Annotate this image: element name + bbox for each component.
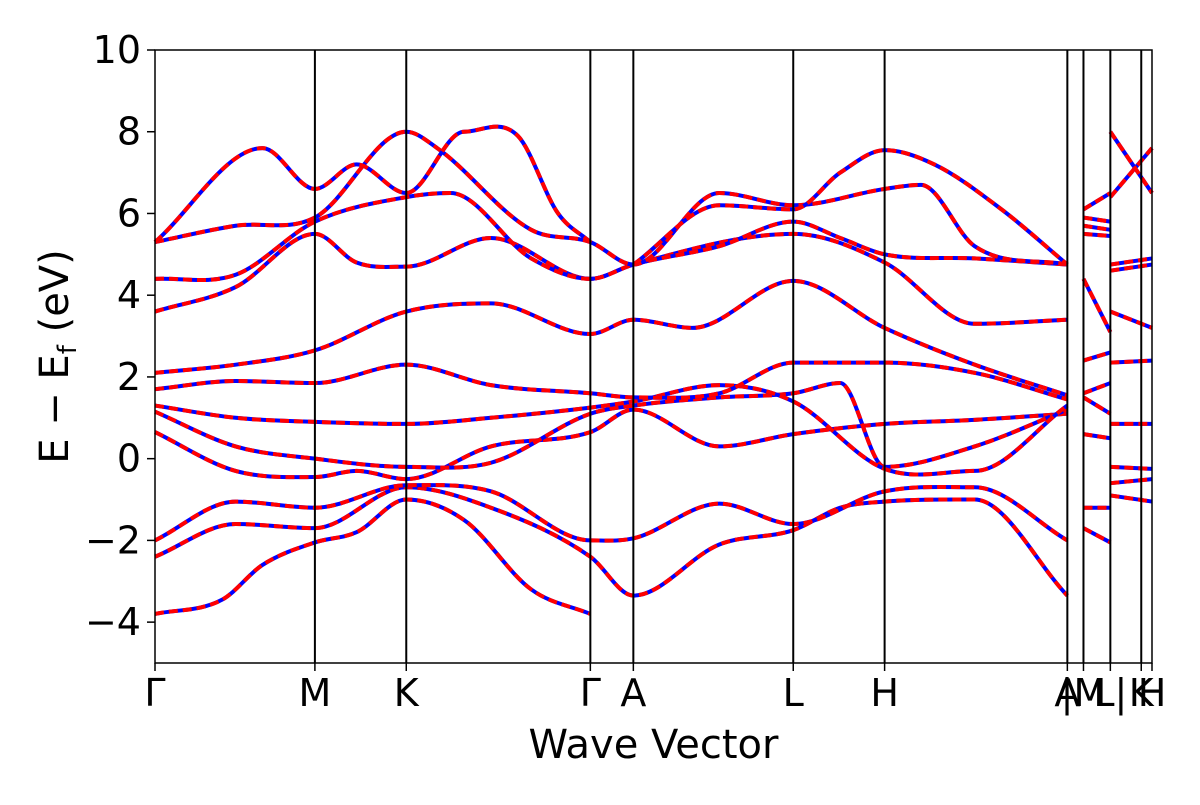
- band-line: [1082, 381, 1112, 396]
- y-tick-label: −2: [85, 518, 141, 562]
- x-axis: Γ M K Γ A L H A|ML| KH: [144, 663, 1166, 716]
- y-axis-label-unit: (eV): [32, 249, 78, 345]
- x-tick-label: Γ: [580, 671, 601, 715]
- y-tick-label: −4: [85, 600, 141, 644]
- band-line: [154, 360, 1068, 402]
- x-tick-label: L|: [1093, 671, 1127, 716]
- band-line: [1110, 477, 1153, 486]
- band-spin-down: [1110, 493, 1153, 504]
- band-line: [1110, 493, 1153, 504]
- band-spin-down: [1082, 350, 1111, 363]
- band-line: [1083, 223, 1111, 232]
- y-tick-label: 8: [117, 110, 141, 154]
- band-spin-down: [154, 231, 1068, 326]
- y-axis-label-subscript: f: [53, 344, 83, 354]
- band-line: [1108, 130, 1154, 195]
- band-line: [1081, 277, 1113, 333]
- band-spin-down: [1082, 526, 1112, 545]
- band-spin-up: [154, 360, 1068, 402]
- y-tick-label: 0: [117, 437, 141, 481]
- band-line: [154, 129, 1068, 267]
- y-tick-label: 10: [93, 28, 141, 72]
- band-line: [1110, 464, 1153, 471]
- band-spin-down: [154, 383, 1069, 477]
- band-line: [154, 497, 592, 616]
- band-line: [1110, 358, 1153, 365]
- band-line: [154, 483, 1069, 543]
- band-spin-down: [1082, 381, 1112, 396]
- y-axis-label: E − Ef (eV): [32, 249, 83, 464]
- band-line: [1083, 215, 1111, 224]
- band-line: [1083, 231, 1111, 238]
- band-spin-down: [1083, 215, 1111, 224]
- band-spin-up: [154, 231, 1068, 326]
- band-spin-down: [1110, 477, 1153, 486]
- kpoint-lines: [313, 50, 1143, 663]
- band-spin-down: [632, 148, 1069, 267]
- band-spin-up: [154, 191, 1068, 282]
- band-line: [154, 191, 1068, 282]
- x-tick-label: A: [1054, 671, 1080, 715]
- x-tick-label: |M: [1061, 671, 1107, 716]
- band-spin-up: [154, 483, 1069, 543]
- band-line: [1083, 432, 1111, 441]
- band-line: [1082, 191, 1112, 212]
- band-line: [1108, 146, 1154, 199]
- band-spin-down: [1110, 358, 1153, 365]
- x-tick-label: H: [870, 671, 899, 715]
- y-tick-label: 2: [117, 355, 141, 399]
- band-spin-down: [154, 483, 1069, 543]
- band-spin-down: [154, 360, 1068, 402]
- y-axis-label-main: E − E: [32, 354, 78, 464]
- band-spin-down: [1110, 464, 1153, 471]
- band-spin-down: [1108, 146, 1154, 199]
- band-spin-down: [154, 129, 1068, 267]
- band-spin-up: [154, 497, 592, 616]
- band-spin-down: [154, 497, 592, 616]
- x-tick-label: L: [783, 671, 804, 715]
- x-tick-label: K: [1129, 671, 1155, 715]
- y-tick-label: 4: [117, 273, 141, 317]
- y-axis: −4 −2 0 2 4 6 8 10: [85, 28, 155, 644]
- band-spin-down: [1083, 223, 1111, 232]
- band-line: [1082, 395, 1112, 416]
- band-spin-down: [1110, 262, 1153, 273]
- band-line: [632, 148, 1069, 267]
- band-spin-down: [1082, 191, 1112, 212]
- band-spin-down: [1083, 231, 1111, 238]
- y-tick-label: 6: [117, 191, 141, 235]
- x-tick-label: H: [1138, 671, 1167, 715]
- x-axis-label: Wave Vector: [529, 722, 780, 768]
- x-tick-label: M: [298, 671, 331, 715]
- band-spin-down: [1082, 395, 1112, 416]
- band-line: [1110, 256, 1153, 267]
- band-line: [1082, 350, 1111, 363]
- x-tick-label: K: [394, 671, 420, 715]
- bands-layer: [153, 124, 1154, 616]
- band-spin-down: [1108, 130, 1154, 195]
- band-line: [1109, 309, 1153, 330]
- band-spin-down: [1110, 256, 1153, 267]
- band-spin-down: [1109, 309, 1153, 330]
- band-line: [154, 231, 1068, 326]
- x-tick-label: A: [620, 671, 646, 715]
- band-spin-down: [1081, 277, 1113, 333]
- band-line: [1110, 262, 1153, 273]
- band-line: [154, 383, 1069, 477]
- band-spin-down: [153, 124, 592, 244]
- band-spin-down: [1083, 432, 1111, 441]
- x-tick-label: Γ: [144, 671, 165, 715]
- band-line: [1082, 526, 1112, 545]
- plot-frame: [154, 49, 1153, 664]
